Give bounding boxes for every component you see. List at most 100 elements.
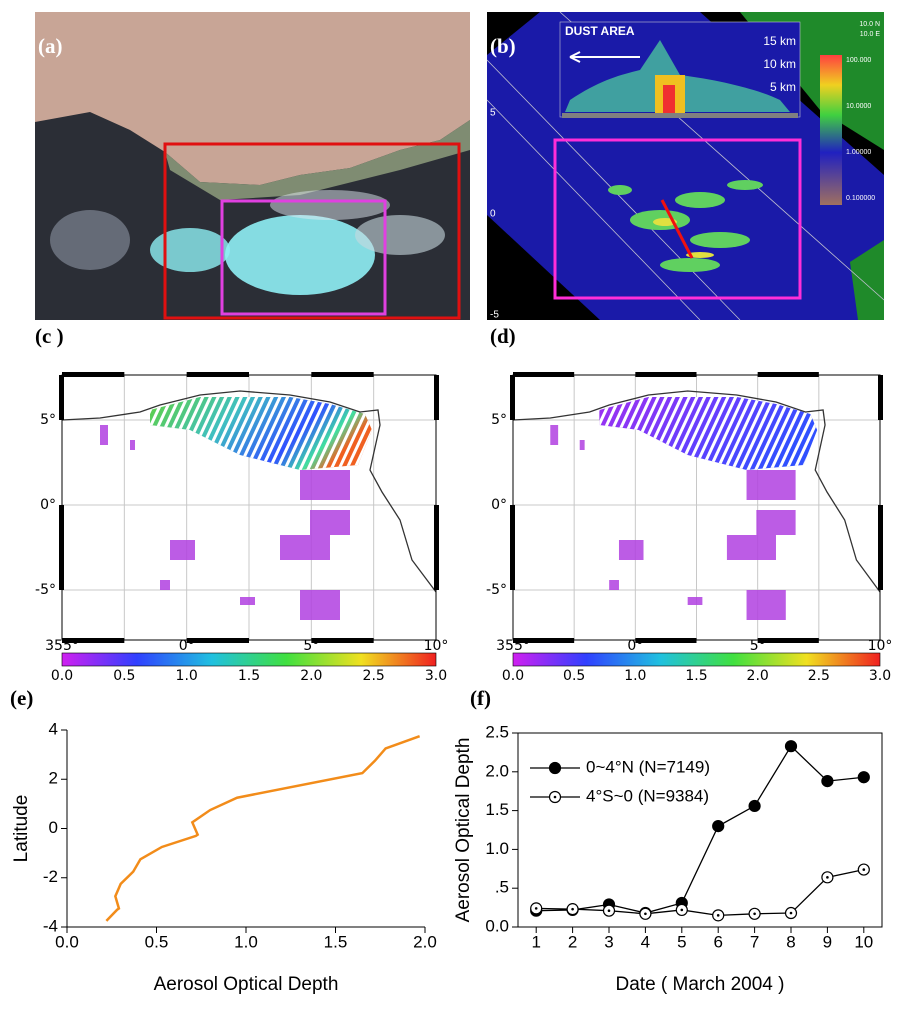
panel-label: (a) bbox=[38, 34, 63, 58]
x-tick-label: 2.0 bbox=[413, 932, 437, 951]
aod-patch bbox=[618, 540, 644, 560]
aod-field bbox=[100, 397, 372, 620]
frame-tick bbox=[513, 638, 575, 643]
aod-patch bbox=[130, 440, 135, 450]
lon-label: 0° bbox=[179, 638, 195, 654]
x-tick-label: 1.5 bbox=[324, 932, 348, 951]
aod-patch bbox=[280, 535, 330, 560]
x-tick-label: 7 bbox=[750, 932, 759, 951]
colorbar-label: 2.5 bbox=[363, 668, 385, 684]
x-tick-label: 9 bbox=[823, 932, 832, 951]
panel-label: (c ) bbox=[35, 324, 64, 348]
frame-ticks bbox=[59, 372, 439, 643]
frame-tick bbox=[635, 372, 697, 377]
data-point bbox=[748, 799, 761, 813]
x-tick-label: 1.0 bbox=[234, 932, 258, 951]
y-axis-title: Aerosol Optical Depth bbox=[453, 738, 474, 923]
colorbar-label: 2.5 bbox=[808, 668, 830, 684]
aod-patch bbox=[550, 425, 559, 445]
data-line bbox=[536, 745, 864, 914]
aod-patch bbox=[300, 470, 350, 500]
chart: 1 2 3 4 5 6 7 8 9 10 0.0 .5 1.0 1.5 2.0 2.5 Date ( March… bbox=[453, 722, 883, 995]
frame-tick bbox=[62, 372, 125, 377]
aod-patch bbox=[579, 440, 585, 450]
data-line bbox=[536, 868, 864, 917]
frame-tick bbox=[186, 638, 249, 643]
panel-label: (f) bbox=[470, 686, 491, 710]
data-point-center bbox=[826, 876, 829, 879]
colorbar-label: 2.0 bbox=[747, 668, 769, 684]
aod-patch bbox=[687, 597, 703, 605]
lat-label: -5° bbox=[486, 582, 507, 598]
y-tick-label: -2 bbox=[43, 867, 58, 886]
x-axis-title: Date ( March 2004 ) bbox=[616, 974, 785, 995]
inset-title: DUST AREA bbox=[565, 24, 635, 38]
frame-tick bbox=[513, 372, 575, 377]
data-point-center bbox=[644, 912, 647, 916]
x-tick-label: 6 bbox=[713, 932, 722, 951]
coastline bbox=[512, 390, 881, 593]
frame-tick bbox=[878, 505, 883, 590]
corner-label: 10.0 E bbox=[860, 31, 881, 38]
inset-height-label: 10 km bbox=[763, 57, 796, 71]
data-point-center bbox=[716, 914, 720, 917]
x-axis-title: Aerosol Optical Depth bbox=[154, 974, 339, 995]
y-tick-label: .5 bbox=[495, 878, 509, 897]
lidar-image-b: DUST AREA 15 km 10 km 5 km 100.000 10.0000 1… bbox=[486, 11, 885, 321]
data-point-center bbox=[607, 909, 611, 913]
y-tick-label: 0.0 bbox=[485, 916, 509, 935]
x-tick-label: 3 bbox=[604, 932, 613, 951]
lat-label: 0° bbox=[491, 497, 507, 513]
aod-patch bbox=[746, 590, 786, 620]
colorbar-label: 0.5 bbox=[563, 668, 585, 684]
frame-tick bbox=[434, 505, 439, 590]
y-axis-title: Latitude bbox=[11, 795, 32, 863]
y-tick-label: 1.5 bbox=[485, 800, 509, 819]
lon-label: 10° bbox=[424, 638, 449, 654]
aod-patch bbox=[300, 590, 340, 620]
aod-patch bbox=[609, 580, 619, 590]
y-tick-label: 0 bbox=[49, 818, 58, 837]
x-tick-label: 10 bbox=[854, 932, 873, 951]
x-tick-label: 8 bbox=[786, 932, 795, 951]
aod-patch bbox=[756, 510, 796, 535]
x-tick-label: 2 bbox=[568, 932, 577, 951]
aod-patch bbox=[170, 540, 195, 560]
colorbar-label: 1.5 bbox=[238, 668, 260, 684]
frame-tick bbox=[878, 375, 883, 420]
data-point bbox=[857, 771, 870, 784]
frame-tick bbox=[635, 638, 697, 643]
lat-label: 5 bbox=[490, 108, 496, 119]
colorbar-label: 0.0 bbox=[51, 668, 73, 684]
data-point bbox=[548, 761, 562, 775]
colorbar-label: 1.0 bbox=[176, 668, 198, 684]
legend-label: 4°S~0 (N=9384) bbox=[586, 786, 709, 805]
x-tick-label: 4 bbox=[641, 932, 650, 951]
frame-tick bbox=[59, 375, 64, 420]
frame-tick bbox=[434, 375, 439, 420]
data-point-center bbox=[553, 795, 557, 799]
x-tick-label: 1 bbox=[531, 932, 540, 951]
map-c: 5° 0° -5° 355° 0° 5° 10° 0.0 0.5 1.0 1.5 2.0 2.5 3.0 bbox=[35, 372, 448, 684]
colorbar-label: 3.0 bbox=[869, 668, 891, 684]
aod-stripes bbox=[599, 397, 818, 470]
data-line bbox=[105, 734, 421, 922]
lat-label: -5° bbox=[35, 582, 56, 598]
colorbar-label: 1.00000 bbox=[846, 149, 871, 156]
frame-tick bbox=[757, 638, 819, 643]
colorbar-label: 2.0 bbox=[300, 668, 322, 684]
y-tick-label: 2.0 bbox=[485, 761, 509, 780]
satellite-image-a: (a) bbox=[35, 12, 470, 320]
data-point-center bbox=[862, 868, 866, 871]
data-point-center bbox=[789, 911, 793, 915]
inset-height-label: 15 km bbox=[763, 34, 796, 48]
data-point-center bbox=[534, 907, 538, 910]
data-point-center bbox=[680, 908, 684, 912]
y-tick-label: 2.5 bbox=[485, 722, 509, 741]
colorbar-label: 100.000 bbox=[846, 57, 871, 64]
frame-tick bbox=[311, 638, 374, 643]
chart: 0.0 0.5 1.0 1.5 2.0 -4 -2 0 2 4 Aerosol Optical De… bbox=[11, 719, 437, 995]
x-tick-label: 0.0 bbox=[55, 932, 79, 951]
y-tick-label: 2 bbox=[49, 769, 58, 788]
lon-label: 10° bbox=[868, 638, 893, 654]
